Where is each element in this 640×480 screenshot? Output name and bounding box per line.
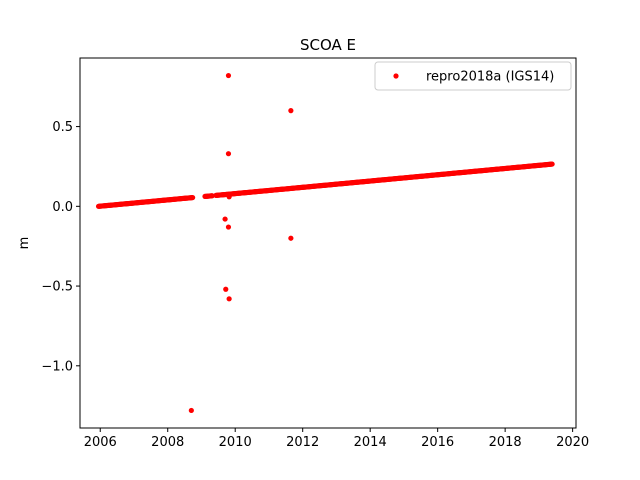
legend-label: repro2018a (IGS14)	[426, 70, 554, 85]
y-tick-label: 0.5	[52, 120, 73, 135]
legend-box	[374, 61, 572, 91]
x-tick-label: 2020	[556, 435, 589, 450]
y-axis-label: m	[17, 237, 32, 250]
outlier-point	[226, 194, 232, 200]
outlier-point	[288, 108, 294, 114]
legend-marker	[393, 73, 399, 79]
data-layer	[95, 72, 555, 414]
x-tick-label: 2016	[421, 435, 454, 450]
outlier-point	[226, 296, 232, 302]
x-tick-label: 2006	[84, 435, 117, 450]
data-point	[190, 194, 196, 201]
data-point	[209, 193, 215, 199]
series-points	[95, 72, 555, 414]
x-axis: 2006 2008 2010 2012 2014 2016 2018 2020	[84, 428, 589, 450]
y-axis: 0.5 0.0 −0.5 −1.0	[41, 120, 80, 374]
data-point	[549, 161, 555, 167]
chart-title: SCOA E	[300, 36, 356, 54]
y-tick-label: −0.5	[41, 280, 73, 295]
outlier-point	[225, 224, 232, 230]
y-tick-label: −1.0	[41, 359, 73, 374]
outlier-point	[188, 407, 194, 414]
plot-frame	[79, 57, 577, 429]
x-tick-label: 2008	[151, 435, 184, 450]
x-tick-label: 2018	[489, 435, 522, 450]
outlier-point	[223, 286, 229, 292]
y-tick-label: 0.0	[52, 200, 73, 215]
outlier-point	[225, 72, 232, 79]
x-tick-label: 2010	[219, 435, 252, 450]
outlier-point	[222, 216, 228, 222]
legend: repro2018a (IGS14)	[374, 61, 572, 91]
x-tick-label: 2012	[286, 435, 319, 450]
outlier-point	[225, 151, 232, 157]
outlier-point	[288, 235, 294, 241]
x-tick-label: 2014	[354, 435, 387, 450]
